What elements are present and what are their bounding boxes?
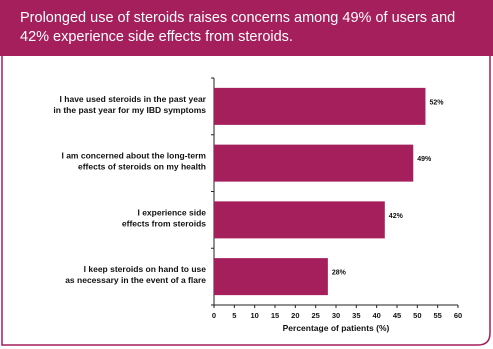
x-tick-label: 0 [212,311,216,320]
data-label-1: 52% [429,99,444,106]
category-label: as necessary in the event of a flare [65,275,206,285]
x-tick-label: 5 [232,311,236,320]
bar-2 [214,144,414,182]
category-label: I keep steroids on hand to use [84,264,207,274]
x-tick-label: 35 [352,311,360,320]
bar-4 [214,258,328,296]
x-tick-label: 60 [454,311,462,320]
data-label-2: 49% [417,156,432,163]
category-label: effects from steroids [122,218,206,228]
x-tick-label: 25 [311,311,319,320]
x-tick-label: 20 [291,311,299,320]
x-tick-label: 10 [250,311,258,320]
x-tick-label: 45 [393,311,401,320]
x-tick-label: 55 [433,311,441,320]
bar-3 [214,201,385,239]
x-axis-title: Percentage of patients (%) [283,323,390,333]
frame-border [1,56,491,346]
page-title: Prolonged use of steroids raises concern… [20,10,456,45]
category-label: I experience side [137,207,206,217]
x-tick-label: 30 [332,311,340,320]
header-banner: Prolonged use of steroids raises concern… [0,0,493,56]
category-label: in the past year for my IBD symptoms [53,105,206,115]
x-tick-label: 40 [372,311,380,320]
x-tick-label: 50 [413,311,421,320]
category-label: effects of steroids on my health [78,162,206,172]
x-tick-label: 15 [271,311,279,320]
data-label-4: 28% [332,270,347,277]
bar-1 [214,87,426,125]
category-label: I am concerned about the long-term [61,151,206,161]
data-label-3: 42% [389,213,404,220]
category-label: I have used steroids in the past year [60,94,207,104]
